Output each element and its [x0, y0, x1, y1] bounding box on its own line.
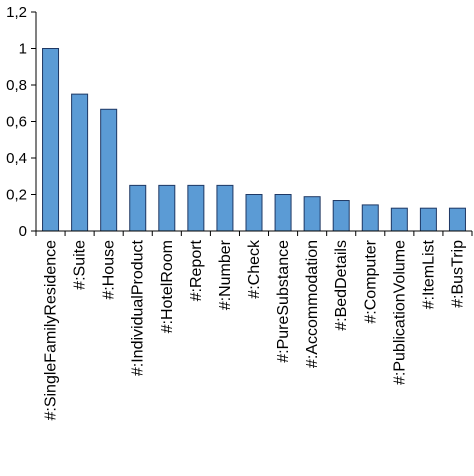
x-category-label: #:Report [188, 239, 205, 301]
x-axis: #:SingleFamilyResidence #:Suite #:House #:I… [35, 230, 473, 421]
bar [332, 200, 350, 232]
x-category-label: #:Check [246, 239, 263, 299]
y-tick-label: 1 [19, 41, 27, 58]
y-tick-label: 0,8 [6, 77, 27, 94]
y-tick-label: 0,2 [6, 187, 27, 204]
x-category-label: #:IndividualProduct [130, 239, 147, 376]
y-tick-label: 1,2 [6, 4, 27, 21]
x-category-label: #:Computer [362, 239, 379, 323]
x-category-label: #:ItemList [420, 239, 437, 309]
bar [216, 184, 234, 232]
bar [361, 204, 379, 232]
x-category-label: #:BusTrip [449, 240, 466, 308]
bar [71, 93, 89, 232]
bar [100, 108, 118, 232]
bar [42, 48, 60, 232]
y-tick-label: 0 [19, 223, 27, 240]
y-tick-label: 0,4 [6, 150, 27, 167]
bar [129, 184, 147, 232]
x-category-label: #:Suite [72, 240, 89, 290]
bar [390, 207, 408, 232]
x-category-label: #:Accommodation [304, 240, 321, 368]
bar [303, 196, 321, 232]
y-axis: 0 0,2 0,4 0,6 0,8 1 1,2 [6, 4, 37, 240]
y-tick-label: 0,6 [6, 114, 27, 131]
x-category-label: #:House [101, 240, 118, 300]
bar [158, 184, 176, 232]
x-category-label: #:HotelRoom [159, 240, 176, 333]
bars [42, 48, 466, 232]
bar [245, 194, 263, 232]
x-category-label: #:Number [217, 239, 234, 310]
bar [448, 207, 466, 232]
x-category-label: #:PureSubstance [275, 240, 292, 363]
bar [274, 194, 292, 232]
x-category-label: #:SingleFamilyResidence [43, 240, 60, 421]
x-category-label: #:PublicationVolume [391, 240, 408, 385]
bar [187, 184, 205, 232]
x-category-label: #:BedDetails [333, 240, 350, 331]
bar [419, 207, 437, 232]
